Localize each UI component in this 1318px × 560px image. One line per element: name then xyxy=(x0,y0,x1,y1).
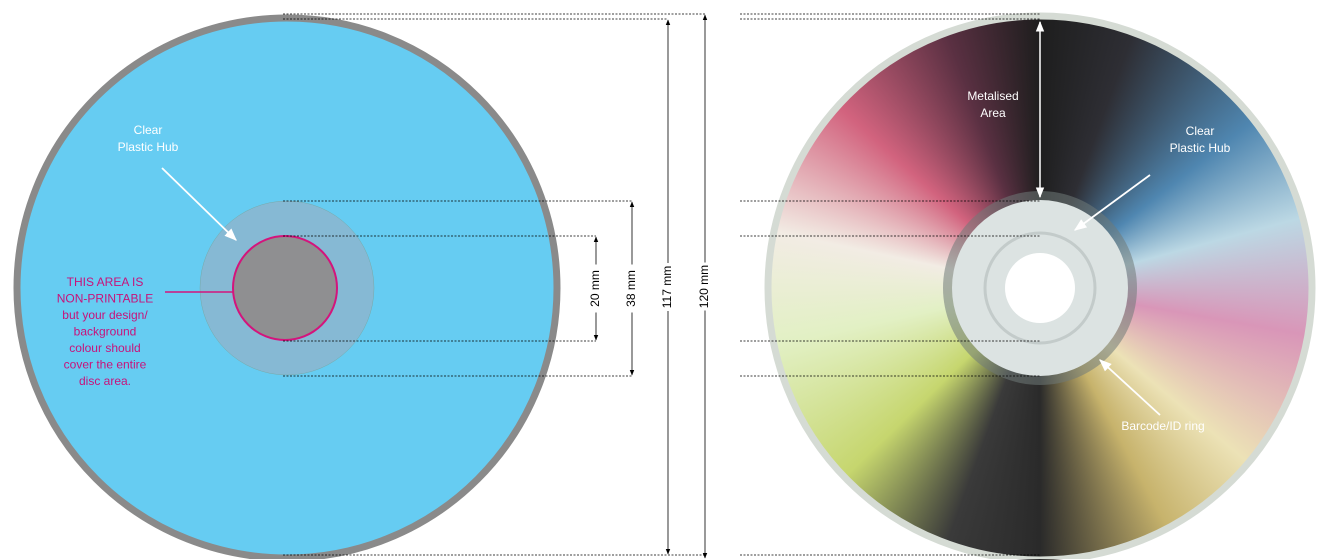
label: Plastic Hub xyxy=(118,140,179,154)
label: Plastic Hub xyxy=(1170,141,1231,155)
label: NON-PRINTABLE xyxy=(57,292,153,306)
hub-ring xyxy=(983,231,1097,345)
ring-arrow xyxy=(1099,359,1161,416)
cd-edge xyxy=(764,12,1316,559)
label: but your design/ xyxy=(62,308,148,322)
dimension-label: 120 mm xyxy=(697,265,711,308)
dimension-label: 117 mm xyxy=(660,266,674,308)
label: disc area. xyxy=(79,374,131,388)
label: Area xyxy=(980,106,1006,120)
dimension-label: 38 mm xyxy=(624,270,638,307)
label: Metalised xyxy=(967,89,1018,103)
hub-arrow xyxy=(161,167,237,241)
label: Clear xyxy=(1186,124,1215,138)
label: background xyxy=(74,325,137,339)
label: colour should xyxy=(69,341,140,355)
label: THIS AREA IS xyxy=(67,275,144,289)
label: Barcode/ID ring xyxy=(1121,419,1204,433)
non-printable-area xyxy=(232,235,338,341)
center-hole xyxy=(1005,253,1075,323)
label: cover the entire xyxy=(64,358,147,372)
dimension-label: 20 mm xyxy=(588,270,602,307)
hub-arrow xyxy=(1073,174,1151,231)
label: Clear xyxy=(134,123,163,137)
